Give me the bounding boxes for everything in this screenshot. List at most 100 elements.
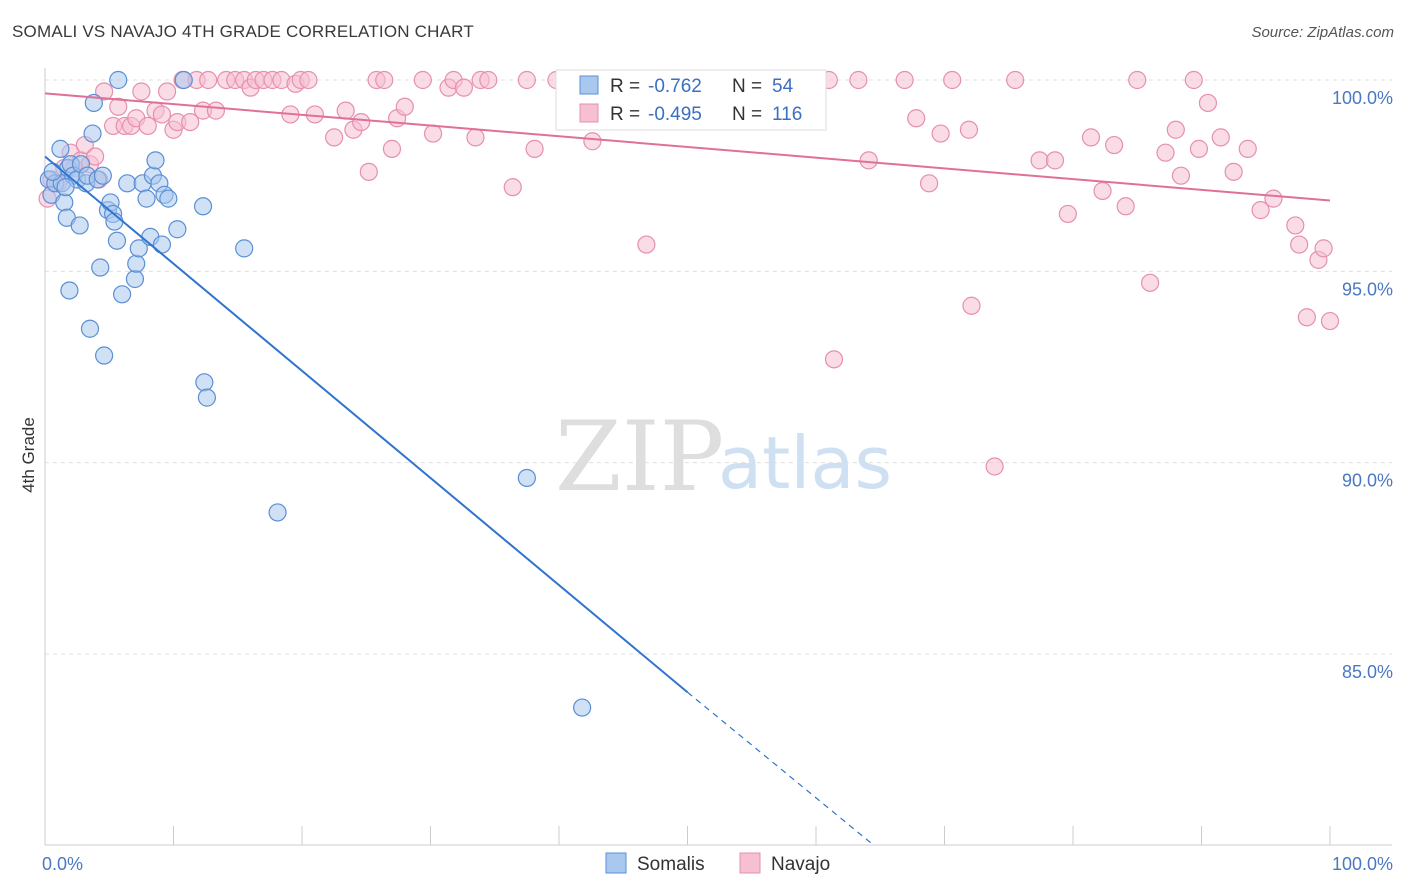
navajo-point-70 [637, 235, 656, 254]
somali-point-8 [60, 281, 79, 300]
navajo-point-107 [1211, 128, 1230, 147]
navajo-point-54 [423, 124, 443, 143]
navajo-point-101 [1156, 143, 1175, 162]
somali-point-31 [125, 269, 145, 289]
navajo-point-81 [849, 70, 868, 90]
navajo-point-53 [413, 70, 432, 90]
somali-points [39, 70, 592, 717]
somali-point-20 [91, 258, 110, 277]
series-legend: Somalis Navajo [605, 852, 830, 875]
navajo-point-9 [86, 147, 105, 166]
navajo-point-18 [138, 116, 157, 136]
legend-n-value-somalis: 54 [772, 76, 794, 97]
navajo-point-110 [1251, 201, 1270, 220]
navajo-point-115 [1314, 239, 1333, 258]
navajo-point-102 [1166, 120, 1185, 139]
legend-swatch-somalis [579, 75, 599, 95]
navajo-point-99 [1128, 70, 1147, 90]
navajo-point-29 [206, 101, 226, 120]
navajo-point-80 [824, 350, 844, 369]
somali-point-28 [109, 70, 128, 90]
navajo-point-100 [1140, 273, 1160, 292]
somali-point-50 [517, 468, 536, 488]
x-tick-labels: 0.0% 100.0% [42, 854, 1393, 874]
somali-point-30 [118, 174, 137, 193]
somali-point-32 [127, 254, 146, 273]
somali-point-52 [43, 162, 62, 181]
y-tick-label-0: 100.0% [1332, 88, 1393, 108]
somali-point-46 [195, 373, 214, 392]
somali-point-17 [83, 124, 102, 143]
navajo-point-104 [1184, 70, 1203, 90]
navajo-point-96 [1093, 181, 1112, 201]
somali-point-43 [168, 220, 187, 239]
navajo-point-86 [931, 124, 950, 143]
navajo-point-93 [1045, 151, 1065, 170]
series-legend-swatch-somalis [605, 852, 627, 874]
navajo-trend-line [44, 92, 1331, 202]
navajo-point-21 [157, 82, 177, 101]
navajo-point-85 [919, 174, 939, 193]
navajo-point-84 [907, 109, 926, 128]
legend-r-label-somalis: R = [610, 76, 640, 97]
somali-point-22 [95, 346, 114, 365]
navajo-point-52 [395, 97, 414, 116]
series-legend-swatch-navajo [739, 852, 761, 874]
somali-point-5 [55, 193, 74, 212]
navajo-point-46 [352, 112, 371, 132]
navajo-point-88 [959, 120, 979, 139]
navajo-point-67 [583, 132, 602, 151]
series-legend-label-navajo: Navajo [771, 854, 830, 875]
navajo-point-44 [336, 101, 355, 120]
navajo-point-62 [517, 70, 536, 90]
watermark-zip: ZIP [555, 401, 724, 513]
legend-n-label-somalis: N = [732, 76, 762, 97]
somali-point-29 [112, 285, 132, 304]
somali-point-27 [107, 231, 127, 250]
navajo-point-17 [132, 82, 151, 101]
navajo-point-89 [962, 296, 981, 315]
y-tick-label-1: 95.0% [1342, 279, 1393, 299]
somali-point-21 [93, 166, 112, 185]
navajo-point-112 [1286, 216, 1305, 235]
navajo-point-83 [895, 70, 914, 90]
navajo-point-90 [985, 457, 1004, 476]
navajo-point-25 [181, 112, 200, 132]
legend-swatch-navajo [579, 103, 599, 123]
navajo-point-87 [943, 70, 962, 90]
navajo-point-28 [199, 70, 218, 90]
legend-n-value-navajo: 116 [772, 104, 802, 125]
navajo-point-61 [503, 178, 522, 197]
navajo-point-103 [1171, 166, 1191, 185]
navajo-point-108 [1224, 162, 1243, 181]
navajo-point-20 [152, 105, 172, 124]
navajo-point-60 [479, 70, 498, 90]
stats-legend: R = -0.762 N = 54 R = -0.495 N = 116 [555, 69, 827, 131]
navajo-point-43 [325, 128, 344, 147]
stats-legend-box [555, 69, 827, 131]
y-axis-label: 4th Grade [19, 417, 38, 493]
watermark-atlas: atlas [718, 421, 892, 505]
navajo-point-98 [1116, 197, 1135, 216]
somali-point-3 [51, 139, 70, 158]
navajo-point-58 [466, 128, 485, 147]
somali-point-45 [193, 197, 213, 216]
watermark: ZIP atlas [555, 401, 892, 513]
navajo-point-47 [359, 162, 378, 181]
y-tick-label-2: 90.0% [1342, 471, 1393, 491]
chart-source: Source: ZipAtlas.com [1251, 24, 1394, 41]
y-tick-label-3: 85.0% [1342, 662, 1393, 682]
navajo-point-97 [1105, 135, 1124, 155]
navajo-point-13 [109, 97, 128, 116]
somali-point-53 [56, 178, 75, 197]
navajo-point-116 [1320, 311, 1340, 331]
navajo-point-113 [1297, 308, 1316, 327]
navajo-point-50 [382, 139, 402, 158]
navajo-point-49 [375, 70, 394, 90]
legend-r-value-navajo: -0.495 [648, 104, 702, 125]
somali-point-48 [235, 239, 254, 258]
navajo-point-95 [1081, 128, 1101, 147]
navajo-point-63 [525, 139, 544, 158]
navajo-point-106 [1198, 93, 1218, 113]
